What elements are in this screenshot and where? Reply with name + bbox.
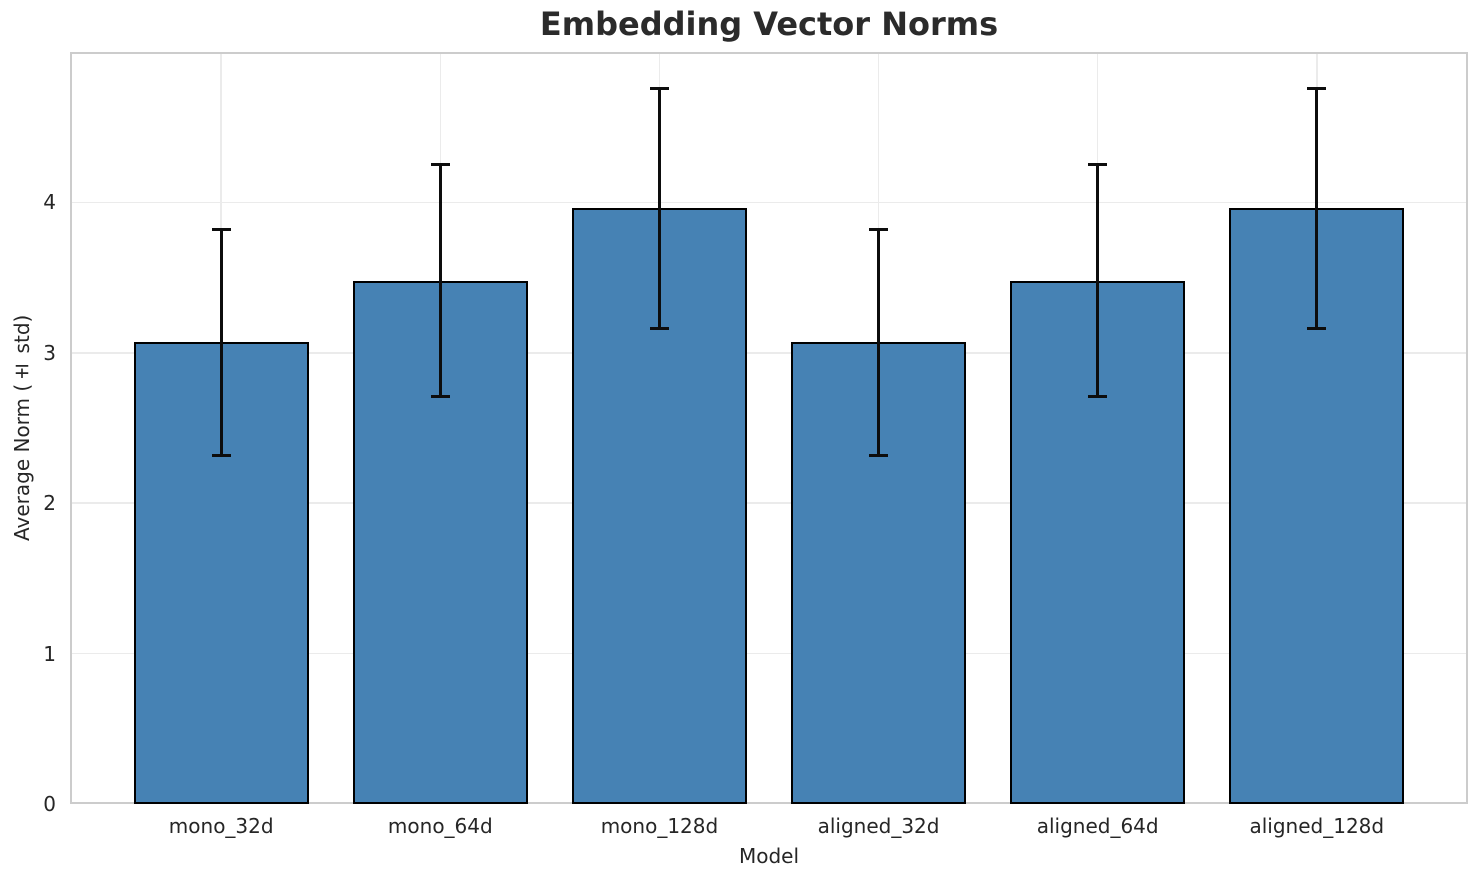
error-bar-cap-bottom <box>649 327 669 331</box>
plot-area: 0 1 2 3 4 mono_32d mono_64d mono_128d aligned_32… <box>43 52 1468 838</box>
error-bar-cap-top <box>649 86 669 90</box>
error-bar-cap-top <box>211 227 231 231</box>
y-gridline <box>70 502 1468 504</box>
error-bar-line <box>438 164 442 397</box>
error-bar-cap-top <box>1088 163 1108 167</box>
y-tick-label: 3 <box>43 340 56 365</box>
error-bar-cap-top <box>869 227 889 231</box>
y-axis-label: Average Norm (± std) <box>10 314 34 542</box>
y-gridline <box>70 652 1468 655</box>
error-bar-cap-bottom <box>869 453 889 457</box>
y-tick-label: 0 <box>43 792 56 816</box>
axis-spine-bottom <box>70 802 1468 804</box>
x-axis-label: Model <box>738 844 800 868</box>
x-tick-label: aligned_128d <box>1249 814 1385 838</box>
error-bar-line <box>219 229 223 456</box>
axis-spine-right <box>1466 52 1468 804</box>
x-tick-label: mono_64d <box>387 814 493 838</box>
error-bar-line <box>1096 164 1100 397</box>
chart-title: Embedding Vector Norms <box>539 5 999 43</box>
x-tick-label: aligned_64d <box>1036 814 1159 838</box>
y-tick-label: 4 <box>43 190 56 215</box>
error-bar-cap-top <box>1307 86 1327 90</box>
error-bar-cap-top <box>430 163 450 167</box>
x-tick-label: mono_128d <box>600 814 719 838</box>
error-bar-line <box>1315 88 1319 329</box>
y-gridline <box>70 201 1468 204</box>
axis-spine-top <box>70 52 1468 54</box>
y-tick-label: 1 <box>43 641 56 666</box>
y-gridline <box>70 352 1468 354</box>
error-bar-line <box>877 229 881 456</box>
error-bar-line <box>657 88 661 329</box>
y-tick-label: 2 <box>43 491 56 516</box>
error-bar-cap-bottom <box>1088 394 1108 398</box>
error-bar-cap-bottom <box>430 394 450 398</box>
error-bar-cap-bottom <box>211 453 231 457</box>
x-tick-label: mono_32d <box>168 814 274 838</box>
axis-spine-left <box>70 52 72 804</box>
x-tick-label: aligned_32d <box>817 814 940 838</box>
error-bar-cap-bottom <box>1307 327 1327 331</box>
